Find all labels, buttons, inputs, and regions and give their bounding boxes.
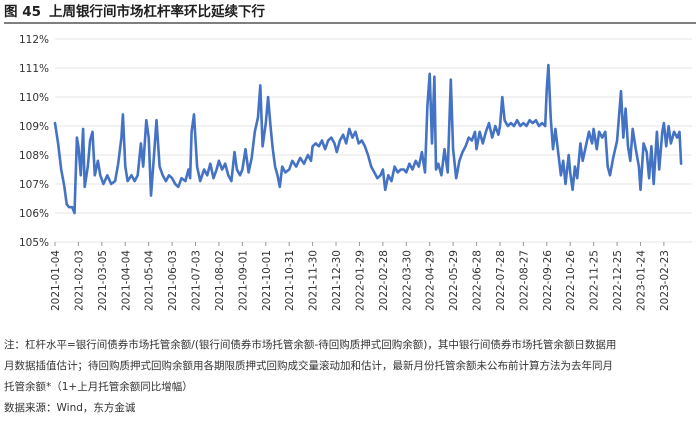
- x-axis: 2021-01-04 2021-02-03 2021-03-05 2021-04-04…: [50, 242, 671, 311]
- x-tick-label: 2022-07-28: [495, 250, 507, 311]
- x-tick-label: 2022-02-28: [378, 250, 390, 311]
- x-tick-label: 2022-10-26: [565, 250, 577, 311]
- series-line-leverage-ratio: [53, 63, 683, 215]
- line-chart: 105% 106% 107% 108% 109% 110% 111% 112% 2021-01…: [19, 34, 692, 311]
- x-tick-label: 2022-11-25: [589, 250, 601, 311]
- x-tick-label: 2022-09-26: [542, 250, 554, 311]
- x-tick-label: 2021-07-03: [191, 250, 203, 311]
- x-tick-label: 2022-04-29: [425, 250, 437, 311]
- y-tick-label: 112%: [19, 34, 49, 46]
- y-axis: 105% 106% 107% 108% 109% 110% 111% 112%: [19, 34, 49, 249]
- y-tick-label: 106%: [19, 208, 49, 220]
- note-line-2: 月数据插值估计；待回购质押式回购余额用各期限质押式回购成交量滚动加和估计，最新月…: [4, 360, 613, 372]
- gridlines: [55, 38, 692, 243]
- x-tick-label: 2022-08-27: [518, 250, 530, 311]
- y-tick-label: 108%: [19, 150, 49, 162]
- figure-title: 图 45 上周银行间市场杠杆率环比延续下行: [4, 2, 696, 24]
- x-tick-label: 2021-10-31: [284, 250, 296, 311]
- x-tick-label: 2022-03-30: [401, 250, 413, 311]
- x-tick-label: 2021-01-04: [50, 250, 62, 311]
- x-tick-label: 2023-01-24: [635, 250, 647, 311]
- x-tick-label: 2021-02-03: [73, 250, 85, 311]
- x-tick-label: 2021-12-30: [331, 250, 343, 311]
- x-tick-label: 2022-01-29: [354, 250, 366, 311]
- x-tick-label: 2021-03-05: [97, 250, 109, 311]
- x-tick-label: 2021-08-02: [214, 250, 226, 311]
- x-tick-label: 2021-04-04: [120, 250, 132, 311]
- x-tick-label: 2022-06-28: [472, 250, 484, 311]
- x-tick-label: 2021-06-03: [167, 250, 179, 311]
- x-tick-label: 2021-11-30: [308, 250, 320, 311]
- plot-area: [53, 63, 683, 215]
- x-tick-label: 2022-05-29: [448, 250, 460, 311]
- note-line-3: 托管余额*（1+上月托管余额同比增幅）: [4, 381, 193, 393]
- figure-title-text: 上周银行间市场杠杆率环比延续下行: [49, 4, 265, 20]
- y-tick-label: 105%: [19, 237, 49, 249]
- x-tick-label: 2021-05-04: [144, 250, 156, 311]
- x-tick-label: 2023-02-23: [659, 250, 671, 311]
- figure-number: 图 45: [4, 4, 41, 20]
- data-source: 数据来源：Wind，东方金诚: [4, 402, 136, 414]
- note-line-1: 注：杠杆水平=银行间债券市场托管余额/(银行间债券市场托管余额-待回购质押式回购…: [4, 339, 617, 351]
- footnotes: 注：杠杆水平=银行间债券市场托管余额/(银行间债券市场托管余额-待回购质押式回购…: [4, 335, 698, 419]
- x-tick-label: 2022-12-25: [612, 250, 624, 311]
- y-tick-label: 111%: [19, 63, 49, 75]
- y-tick-label: 109%: [19, 121, 49, 133]
- y-tick-label: 107%: [19, 179, 49, 191]
- x-tick-label: 2021-10-01: [261, 250, 273, 311]
- y-tick-label: 110%: [19, 92, 49, 104]
- x-tick-label: 2021-09-01: [237, 250, 249, 311]
